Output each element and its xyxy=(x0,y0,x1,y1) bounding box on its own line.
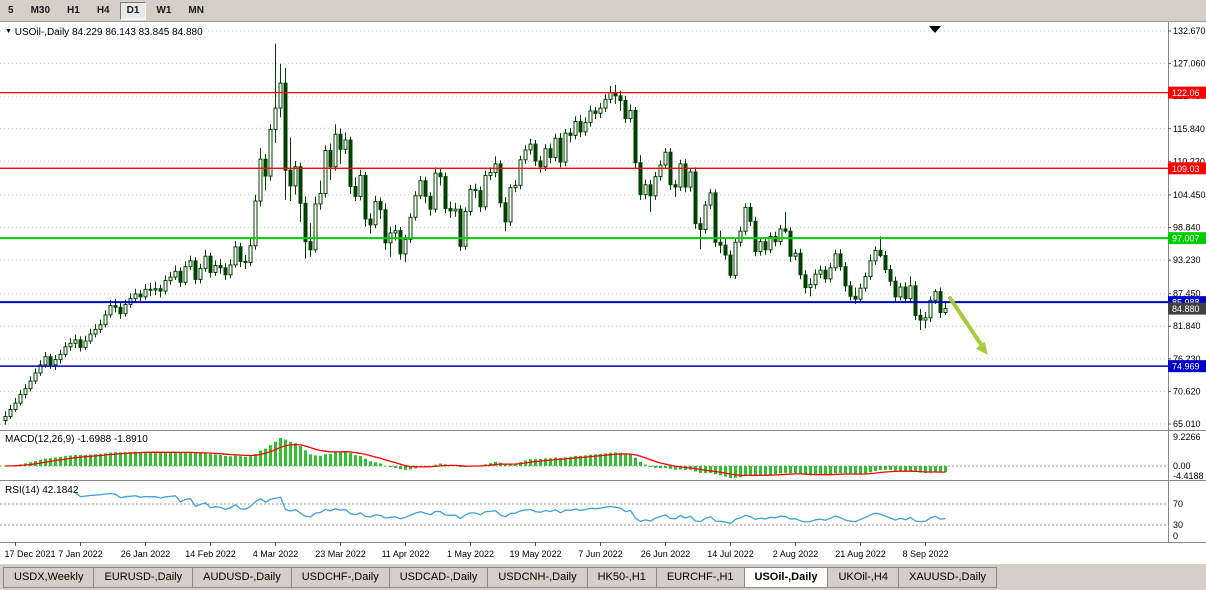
svg-text:26 Jan 2022: 26 Jan 2022 xyxy=(121,549,171,559)
period-button-mn[interactable]: MN xyxy=(188,4,204,16)
svg-text:84.880: 84.880 xyxy=(1172,304,1200,314)
svg-text:19 May 2022: 19 May 2022 xyxy=(509,549,561,559)
expand-arrow-icon[interactable]: ▼ xyxy=(5,28,12,35)
chart-tab-audusd-daily[interactable]: AUDUSD-,Daily xyxy=(192,567,292,588)
svg-text:-4.4188: -4.4188 xyxy=(1173,471,1204,481)
svg-text:81.840: 81.840 xyxy=(1173,321,1201,331)
svg-text:9.2266: 9.2266 xyxy=(1173,432,1201,442)
rsi-axis[interactable]: 70 300 xyxy=(1173,499,1183,541)
svg-text:70.620: 70.620 xyxy=(1173,386,1201,396)
svg-text:14 Jul 2022: 14 Jul 2022 xyxy=(707,549,754,559)
svg-text:7 Jan 2022: 7 Jan 2022 xyxy=(58,549,103,559)
svg-text:26 Jun 2022: 26 Jun 2022 xyxy=(641,549,691,559)
svg-text:122.06: 122.06 xyxy=(1172,88,1200,98)
timeframe-toolbar: 5 M30 H1 H4 D1 W1 MN xyxy=(0,0,1206,22)
period-button-m30[interactable]: M30 xyxy=(30,4,51,16)
price-badge-109-03: 109.03 xyxy=(1168,162,1206,175)
chart-tab-eurchf-h1[interactable]: EURCHF-,H1 xyxy=(655,567,745,588)
svg-text:30: 30 xyxy=(1173,520,1183,530)
price-badge-74-969: 74.969 xyxy=(1168,360,1206,373)
candlesticks xyxy=(3,43,948,425)
svg-text:4 Mar 2022: 4 Mar 2022 xyxy=(253,549,299,559)
svg-text:97.007: 97.007 xyxy=(1172,234,1200,244)
svg-text:14 Feb 2022: 14 Feb 2022 xyxy=(185,549,236,559)
chart-tab-usdcad-daily[interactable]: USDCAD-,Daily xyxy=(388,567,489,588)
current-price-badge: 84.880 xyxy=(1168,302,1206,315)
svg-text:93.230: 93.230 xyxy=(1173,255,1201,265)
svg-text:65.010: 65.010 xyxy=(1173,419,1201,429)
trend-arrow[interactable] xyxy=(948,296,988,355)
macd-signal-line xyxy=(5,443,946,477)
svg-text:70: 70 xyxy=(1173,499,1183,509)
period-button-5[interactable]: 5 xyxy=(8,4,14,16)
svg-text:11 Apr 2022: 11 Apr 2022 xyxy=(382,549,430,559)
svg-text:115.840: 115.840 xyxy=(1173,124,1205,134)
chart-area[interactable]: 132.670127.060121.450115.840110.230104.4… xyxy=(0,22,1206,564)
date-axis[interactable]: 17 Dec 2021 7 Jan 2022 26 Jan 2022 14 Feb 2… xyxy=(4,542,949,559)
svg-text:87.450: 87.450 xyxy=(1173,289,1201,299)
period-button-h4[interactable]: H4 xyxy=(96,4,110,16)
chart-tab-eurusd-daily[interactable]: EURUSD-,Daily xyxy=(93,567,194,588)
svg-text:76.230: 76.230 xyxy=(1173,354,1201,364)
svg-text:74.969: 74.969 xyxy=(1172,362,1200,372)
price-gridlines xyxy=(0,30,1168,425)
chart-tab-hk50-h1[interactable]: HK50-,H1 xyxy=(586,567,657,588)
period-button-h1[interactable]: H1 xyxy=(67,4,80,16)
period-button-d1[interactable]: D1 xyxy=(119,1,147,20)
chart-tab-usoil-daily[interactable]: USOil-,Daily xyxy=(743,567,829,588)
svg-text:2 Aug 2022: 2 Aug 2022 xyxy=(773,549,819,559)
svg-text:7 Jun 2022: 7 Jun 2022 xyxy=(578,549,623,559)
svg-text:109.03: 109.03 xyxy=(1172,164,1200,174)
svg-text:23 Mar 2022: 23 Mar 2022 xyxy=(315,549,366,559)
chart-tab-usdchf-daily[interactable]: USDCHF-,Daily xyxy=(290,567,390,588)
svg-text:98.840: 98.840 xyxy=(1173,223,1201,233)
price-badge-122-06: 122.06 xyxy=(1168,86,1206,99)
chart-tab-usdcnh-daily[interactable]: USDCNH-,Daily xyxy=(487,567,588,588)
chart-tab-ukoil-h4[interactable]: UKOil-,H4 xyxy=(827,567,899,588)
macd-histogram xyxy=(4,438,947,478)
svg-text:21 Aug 2022: 21 Aug 2022 xyxy=(835,549,886,559)
svg-text:127.060: 127.060 xyxy=(1173,59,1206,69)
svg-text:104.450: 104.450 xyxy=(1173,190,1206,200)
rsi-line xyxy=(75,492,946,525)
svg-text:17 Dec 2021: 17 Dec 2021 xyxy=(4,549,55,559)
price-badge-97-007: 97.007 xyxy=(1168,232,1206,245)
svg-text:0: 0 xyxy=(1173,531,1178,541)
price-chart-svg[interactable]: 132.670127.060121.450115.840110.230104.4… xyxy=(0,22,1206,564)
svg-text:1 May 2022: 1 May 2022 xyxy=(447,549,494,559)
macd-axis[interactable]: 9.2266 0.00-4.4188 xyxy=(1173,432,1204,481)
period-button-w1[interactable]: W1 xyxy=(156,4,172,16)
chart-tab-usdx-weekly[interactable]: USDX,Weekly xyxy=(3,567,95,588)
scroll-to-end-icon[interactable] xyxy=(929,26,941,33)
svg-text:110.230: 110.230 xyxy=(1173,156,1205,166)
svg-text:132.670: 132.670 xyxy=(1173,26,1206,36)
chart-tab-bar: USDX,Weekly EURUSD-,Daily AUDUSD-,Daily USD… xyxy=(0,567,998,589)
svg-text:8 Sep 2022: 8 Sep 2022 xyxy=(902,549,948,559)
chart-tab-xauusd-daily[interactable]: XAUUSD-,Daily xyxy=(898,567,998,588)
svg-text:0.00: 0.00 xyxy=(1173,461,1191,471)
